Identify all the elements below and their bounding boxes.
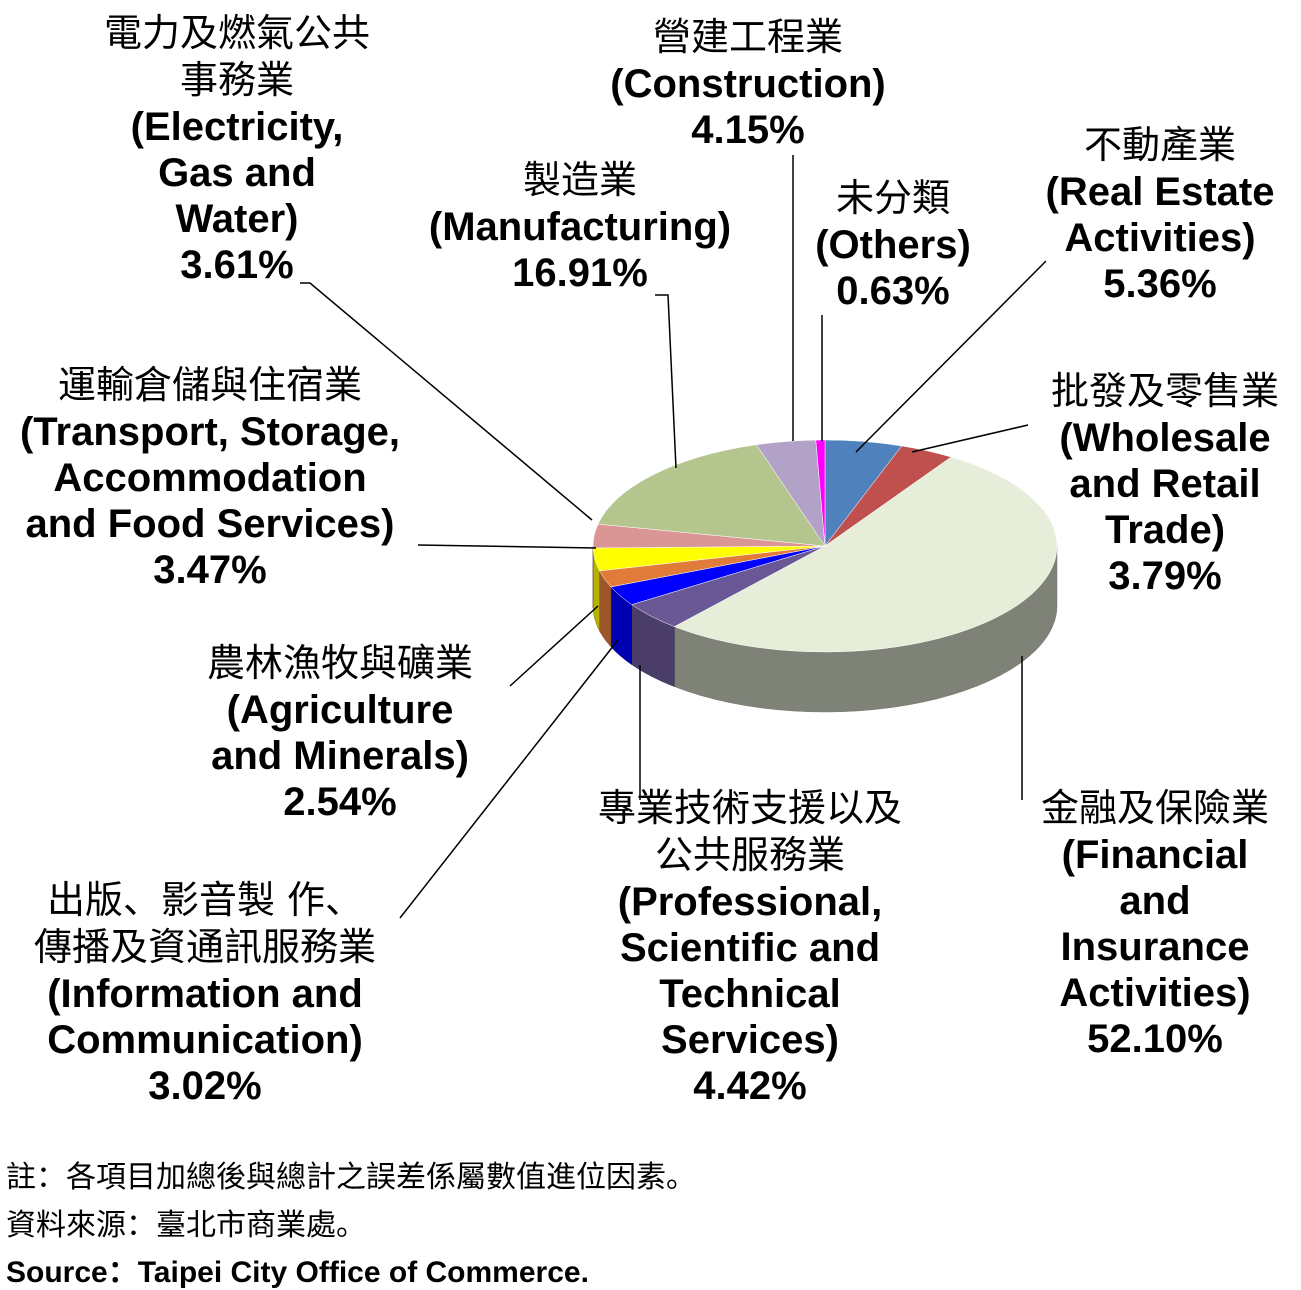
slice-label: 批發及零售業 (Wholesale and Retail Trade) 3.79% [1051,368,1279,599]
category-label: 金融及保險業 [1040,786,1270,830]
category-label: 製造業 [522,158,637,202]
category-label-en: (Agriculture and Minerals) [211,688,469,778]
value-label: 52.10% [1087,1017,1223,1061]
category-label: 批發及零售業 [1050,369,1280,413]
category-label-en: (Others) [815,223,971,267]
leader-line [855,260,1047,453]
category-label-en: (Wholesale and Retail Trade) [1059,416,1271,552]
note: 註：各項目加總後與總計之誤差係屬數值進位因素。 [6,1160,696,1195]
category-label-en: (Electricity, Gas and Water) [130,105,344,241]
slice-label: 電力及燃氣公共 事務業 (Electricity, Gas and Water) 3… [104,10,370,288]
slice-label: 運輸倉儲與住宿業 (Transport, Storage, Accommodati… [20,362,400,593]
category-label-en: (Manufacturing) [428,205,732,249]
leader-line [399,639,619,919]
slice-label: 專業技術支援以及 公共服務業 (Professional, Scientific … [598,785,902,1109]
value-label: 5.36% [1103,262,1217,306]
leader-line [509,605,599,687]
category-label: 電力及燃氣公共 事務業 [103,11,371,102]
leader-line [300,282,593,521]
leader-line [417,544,597,549]
category-label-en: (Construction) [610,62,886,106]
category-label: 營建工程業 [652,15,844,59]
category-label-en: (Transport, Storage, Accommodation and F… [19,410,401,546]
slice-label: 未分類 (Others) 0.63% [815,175,971,314]
category-label-en: (Information and Communication) [47,972,363,1062]
slice-label: 營建工程業 (Construction) 4.15% [610,14,886,153]
category-label: 出版、影音製 作、 傳播及資通訊服務業 [33,878,377,969]
slice-label: 製造業 (Manufacturing) 16.91% [429,157,731,296]
category-label-en: (Real Estate Activities) [1045,170,1275,260]
slice [673,456,1058,653]
category-label: 專業技術支援以及 公共服務業 [597,786,903,877]
category-label-en: (Professional, Scientific and Technical … [617,880,883,1062]
value-label: 3.47% [153,548,267,592]
value-label: 3.61% [180,243,294,287]
slice-label: 農林漁牧與礦業 (Agriculture and Minerals) 2.54% [207,640,473,825]
category-label: 運輸倉儲與住宿業 [57,363,362,407]
leader-line [655,294,677,469]
value-label: 4.42% [693,1064,807,1108]
value-label: 3.02% [148,1064,262,1108]
category-label: 農林漁牧與礦業 [206,641,474,685]
slice-label: 金融及保險業 (Financial and Insurance Activitie… [1041,785,1269,1062]
category-label-en: (Financial and Insurance Activities) [1059,833,1251,1015]
note: 資料來源：臺北市商業處。 [6,1208,366,1243]
value-label: 4.15% [691,108,805,152]
value-label: 3.79% [1108,554,1222,598]
category-label: 未分類 [835,176,951,220]
value-label: 16.91% [512,251,648,295]
slice [815,439,826,547]
slice [597,444,826,547]
category-label: 不動產業 [1083,123,1237,167]
note: Source：Taipei City Office of Commerce. [6,1256,589,1289]
slice-label: 不動產業 (Real Estate Activities) 5.36% [1046,122,1275,307]
leader-line [911,424,1029,453]
slice-label: 出版、影音製 作、 傳播及資通訊服務業 (Information and Comm… [34,877,376,1109]
value-label: 2.54% [283,780,397,824]
value-label: 0.63% [836,269,950,313]
